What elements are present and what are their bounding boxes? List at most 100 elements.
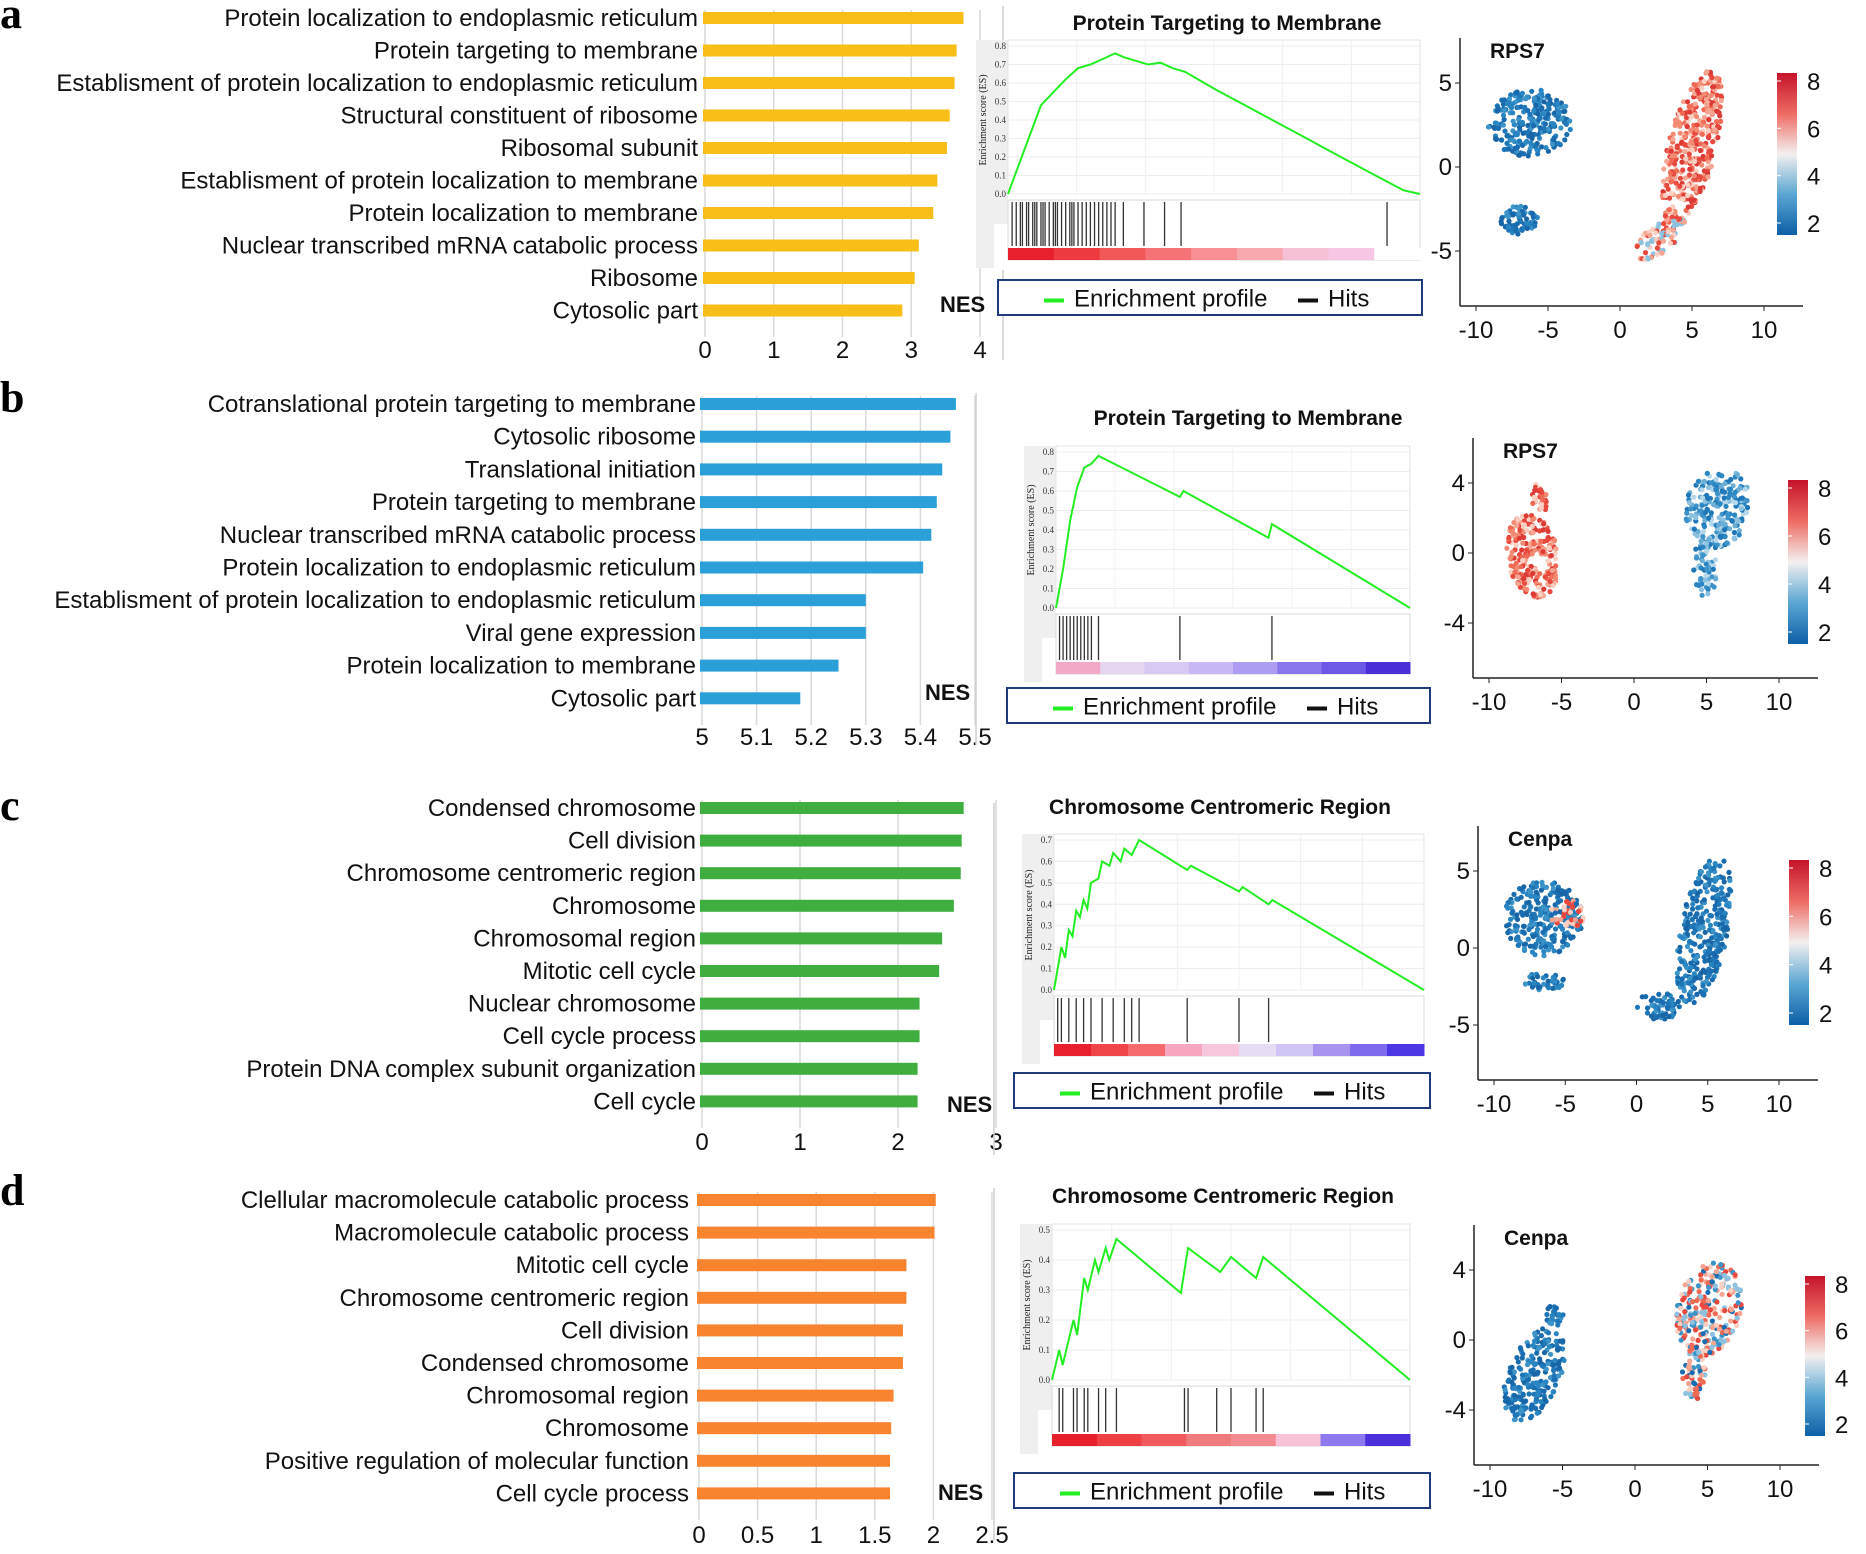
ranking-bar-segment xyxy=(1275,1434,1321,1446)
x-tick-label: 5.4 xyxy=(904,724,937,751)
cell-point xyxy=(1691,173,1697,179)
cell-point xyxy=(1697,1376,1703,1383)
cell-point xyxy=(1706,133,1712,139)
cell-point xyxy=(1709,75,1715,81)
bar xyxy=(697,1291,907,1304)
gsea-y-tick: 0.1 xyxy=(1039,1345,1050,1355)
gsea-y-tick: 0.0 xyxy=(1043,603,1055,613)
bar xyxy=(703,109,950,122)
cell-point xyxy=(1532,1332,1538,1338)
cell-point xyxy=(1531,123,1537,129)
gsea-y-axis-label: Enrichment score (ES) xyxy=(1024,869,1035,960)
gsea-y-tick: 0.1 xyxy=(1043,584,1054,594)
cell-point xyxy=(1693,515,1699,521)
umap-y-tick-label: 0 xyxy=(1453,1327,1466,1354)
cell-point xyxy=(1732,489,1738,495)
cell-point xyxy=(1521,109,1527,115)
category-label: Cytosolic part xyxy=(551,685,697,712)
cell-point xyxy=(1543,1379,1549,1385)
cell-point xyxy=(1699,969,1705,976)
cell-point xyxy=(1551,1367,1557,1373)
cell-point xyxy=(1530,943,1536,949)
cell-point xyxy=(1706,485,1712,491)
cell-point xyxy=(1666,195,1673,201)
cell-point xyxy=(1702,1339,1708,1345)
cell-point xyxy=(1717,897,1723,903)
cell-point xyxy=(1672,208,1678,215)
cell-point xyxy=(1675,998,1681,1005)
cell-point xyxy=(1669,1007,1675,1013)
bar xyxy=(700,899,954,912)
cell-point xyxy=(1530,530,1536,536)
cell-point xyxy=(1524,547,1530,553)
cell-point xyxy=(1515,934,1521,940)
cell-point xyxy=(1556,984,1562,991)
cell-point xyxy=(1728,1287,1734,1293)
cell-point xyxy=(1530,517,1536,523)
cell-point xyxy=(1542,1396,1548,1402)
cell-point xyxy=(1730,1328,1736,1334)
cell-point xyxy=(1688,139,1694,145)
bar-chart: 0 0.5 1 1.5 2 2.5 Clellular macromolecule cata… xyxy=(241,1187,1009,1549)
cell-point xyxy=(1531,541,1537,547)
category-label: Protein targeting to membrane xyxy=(374,38,698,65)
cell-point xyxy=(1556,949,1562,955)
cell-point xyxy=(1708,968,1714,974)
cell-point xyxy=(1567,126,1573,133)
ranking-bar-segment xyxy=(1202,1044,1240,1056)
cell-point xyxy=(1509,549,1515,555)
cell-point xyxy=(1734,1315,1740,1321)
cell-point xyxy=(1553,546,1559,552)
cell-point xyxy=(1558,100,1564,106)
cell-point xyxy=(1687,166,1693,172)
cell-point xyxy=(1716,515,1722,521)
category-label: Establisment of protein localization to … xyxy=(54,587,696,614)
cell-point xyxy=(1545,1385,1551,1391)
cell-point xyxy=(1511,1375,1517,1381)
cell-point xyxy=(1569,917,1575,923)
ranking-bar-segment xyxy=(1096,1434,1142,1446)
cell-point xyxy=(1683,115,1689,121)
cell-point xyxy=(1644,1010,1651,1016)
cell-point xyxy=(1705,174,1711,180)
category-label: Positive regulation of molecular functio… xyxy=(265,1448,689,1475)
cell-point xyxy=(1527,888,1533,894)
colorbar xyxy=(1789,860,1809,1025)
gsea-title: Protein Targeting to Membrane xyxy=(1094,407,1403,430)
cell-point xyxy=(1634,243,1640,249)
umap-x-tick-label: 5 xyxy=(1700,689,1713,716)
cell-point xyxy=(1736,532,1742,538)
cell-point xyxy=(1533,484,1539,490)
cell-point xyxy=(1550,583,1556,589)
cell-point xyxy=(1721,879,1727,885)
umap-y-tick-label: 5 xyxy=(1457,858,1470,885)
cell-point xyxy=(1558,916,1564,923)
gsea-legend: Enrichment profile Hits xyxy=(1013,1472,1431,1509)
cell-point xyxy=(1546,545,1552,551)
cell-point xyxy=(1548,1351,1554,1357)
enrichment-curve xyxy=(1055,454,1411,609)
cell-point xyxy=(1532,143,1538,149)
cell-point xyxy=(1697,94,1704,101)
ranking-bar-segment xyxy=(1052,1434,1098,1446)
gsea-plot: Protein Targeting to Membrane 0.0 0.1 0.2 0.… xyxy=(1006,407,1431,724)
cell-point xyxy=(1546,106,1552,112)
cell-point xyxy=(1547,589,1553,595)
cell-point xyxy=(1506,224,1512,230)
cell-point xyxy=(1738,506,1744,512)
cell-point xyxy=(1701,91,1707,97)
cell-point xyxy=(1528,563,1534,570)
cell-point xyxy=(1555,110,1561,116)
cell-point xyxy=(1702,864,1709,870)
bar xyxy=(703,174,938,187)
cell-point xyxy=(1703,96,1709,102)
cell-point xyxy=(1695,1337,1701,1343)
cell-point xyxy=(1686,997,1692,1003)
cell-point xyxy=(1705,580,1711,587)
colorbar-tick-label: 6 xyxy=(1818,524,1831,551)
cell-point xyxy=(1542,944,1549,950)
cell-point xyxy=(1703,882,1709,888)
bar xyxy=(700,463,943,476)
cell-point xyxy=(1744,504,1751,511)
cell-point xyxy=(1536,1345,1542,1351)
